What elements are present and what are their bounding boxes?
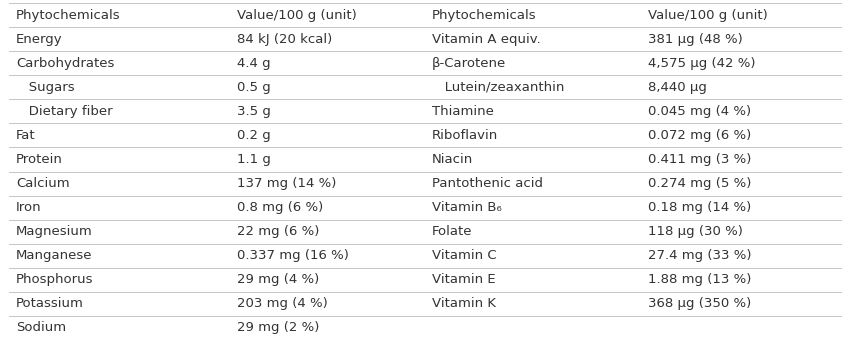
Bar [8, 75, 842, 99]
Text: Lutein/zeaxanthin: Lutein/zeaxanthin [432, 81, 564, 94]
Text: 29 mg (2 %): 29 mg (2 %) [237, 321, 319, 334]
Text: Sugars: Sugars [16, 81, 75, 94]
Text: 1.88 mg (13 %): 1.88 mg (13 %) [649, 273, 751, 286]
Text: 0.18 mg (14 %): 0.18 mg (14 %) [649, 201, 751, 214]
Bar [8, 27, 842, 51]
Text: Fat: Fat [16, 129, 36, 142]
Bar [8, 147, 842, 172]
Text: 368 μg (350 %): 368 μg (350 %) [649, 297, 751, 310]
Text: Pantothenic acid: Pantothenic acid [432, 177, 542, 190]
Text: Dietary fiber: Dietary fiber [16, 105, 112, 118]
Text: Iron: Iron [16, 201, 42, 214]
Bar [8, 51, 842, 75]
Text: 8,440 μg: 8,440 μg [649, 81, 707, 94]
Text: Vitamin B₆: Vitamin B₆ [432, 201, 502, 214]
Text: 0.045 mg (4 %): 0.045 mg (4 %) [649, 105, 751, 118]
Text: β-Carotene: β-Carotene [432, 57, 506, 70]
Text: Energy: Energy [16, 33, 63, 46]
Text: 137 mg (14 %): 137 mg (14 %) [237, 177, 336, 190]
Text: Vitamin A equiv.: Vitamin A equiv. [432, 33, 541, 46]
Text: Magnesium: Magnesium [16, 225, 93, 238]
Text: Niacin: Niacin [432, 153, 473, 166]
Text: 1.1 g: 1.1 g [237, 153, 270, 166]
Bar [8, 220, 842, 244]
Text: Calcium: Calcium [16, 177, 70, 190]
Bar [8, 292, 842, 316]
Text: 4,575 μg (42 %): 4,575 μg (42 %) [649, 57, 756, 70]
Text: 0.337 mg (16 %): 0.337 mg (16 %) [237, 249, 348, 262]
Bar [8, 244, 842, 268]
Text: Protein: Protein [16, 153, 63, 166]
Text: Manganese: Manganese [16, 249, 93, 262]
Bar [8, 196, 842, 220]
Text: 3.5 g: 3.5 g [237, 105, 270, 118]
Text: 84 kJ (20 kcal): 84 kJ (20 kcal) [237, 33, 332, 46]
Text: Carbohydrates: Carbohydrates [16, 57, 115, 70]
Text: 27.4 mg (33 %): 27.4 mg (33 %) [649, 249, 751, 262]
Text: 4.4 g: 4.4 g [237, 57, 270, 70]
Text: Potassium: Potassium [16, 297, 84, 310]
Text: 0.2 g: 0.2 g [237, 129, 270, 142]
Text: 22 mg (6 %): 22 mg (6 %) [237, 225, 319, 238]
Text: 203 mg (4 %): 203 mg (4 %) [237, 297, 327, 310]
Bar [8, 268, 842, 292]
Text: Riboflavin: Riboflavin [432, 129, 498, 142]
Text: 0.8 mg (6 %): 0.8 mg (6 %) [237, 201, 323, 214]
Text: 0.5 g: 0.5 g [237, 81, 270, 94]
Bar [8, 99, 842, 123]
Text: 0.274 mg (5 %): 0.274 mg (5 %) [649, 177, 751, 190]
Text: 118 μg (30 %): 118 μg (30 %) [649, 225, 743, 238]
Bar [8, 316, 842, 340]
Text: Vitamin K: Vitamin K [432, 297, 496, 310]
Text: Phytochemicals: Phytochemicals [16, 9, 121, 22]
Text: Value/100 g (unit): Value/100 g (unit) [649, 9, 768, 22]
Text: Sodium: Sodium [16, 321, 66, 334]
Text: Vitamin C: Vitamin C [432, 249, 496, 262]
Text: Thiamine: Thiamine [432, 105, 494, 118]
Bar [8, 3, 842, 27]
Text: Value/100 g (unit): Value/100 g (unit) [237, 9, 356, 22]
Bar [8, 172, 842, 196]
Text: Phosphorus: Phosphorus [16, 273, 94, 286]
Text: 381 μg (48 %): 381 μg (48 %) [649, 33, 743, 46]
Text: 0.072 mg (6 %): 0.072 mg (6 %) [649, 129, 751, 142]
Text: Phytochemicals: Phytochemicals [432, 9, 536, 22]
Text: Folate: Folate [432, 225, 472, 238]
Text: Vitamin E: Vitamin E [432, 273, 496, 286]
Text: 0.411 mg (3 %): 0.411 mg (3 %) [649, 153, 751, 166]
Bar [8, 123, 842, 147]
Text: 29 mg (4 %): 29 mg (4 %) [237, 273, 319, 286]
